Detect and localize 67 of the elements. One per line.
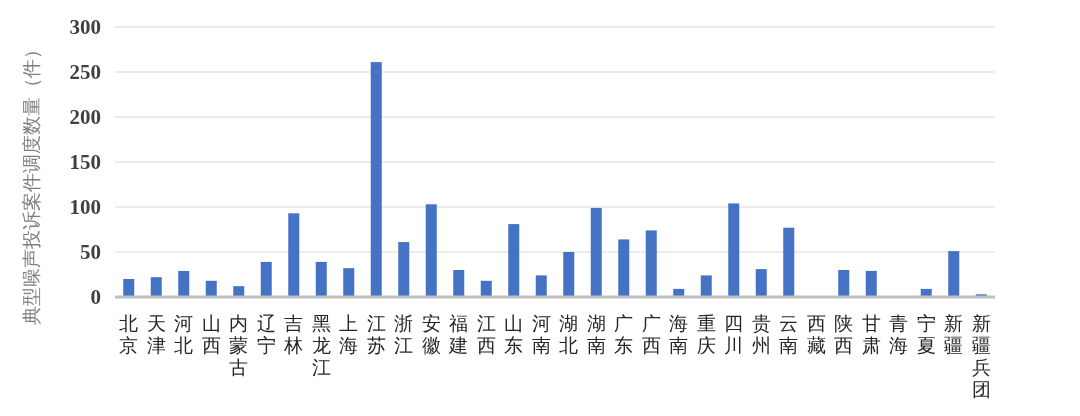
x-tick-label: 海南 [669, 313, 689, 356]
x-tick-label: 河北 [174, 313, 194, 356]
bar [563, 252, 575, 297]
x-tick-label: 新疆兵团 [971, 313, 991, 400]
x-tick-label: 江苏 [366, 313, 386, 356]
bar [755, 269, 767, 297]
x-tick-label: 湖北 [559, 313, 579, 356]
y-tick-label: 0 [90, 285, 101, 309]
y-tick-label: 300 [69, 15, 101, 39]
x-tick-label: 西藏 [806, 313, 826, 356]
x-tick-label: 辽宁 [256, 313, 276, 356]
x-tick-label: 四川 [724, 313, 744, 356]
bar [288, 213, 300, 297]
bar [618, 239, 630, 297]
x-tick-label: 云南 [779, 313, 799, 356]
x-tick-label: 重庆 [696, 313, 716, 356]
x-tick-label: 黑龙江 [311, 313, 331, 378]
bar [948, 251, 960, 297]
bar [343, 268, 355, 297]
bar [398, 242, 410, 297]
bar [453, 270, 465, 297]
x-tick-label: 广东 [614, 313, 634, 356]
x-tick-label: 广西 [641, 313, 661, 356]
bar [590, 207, 602, 297]
x-tick-label: 福建 [448, 313, 469, 356]
y-tick-label: 50 [80, 240, 101, 264]
bar [838, 270, 850, 297]
x-tick-label: 安徽 [421, 313, 441, 356]
x-tick-label: 上海 [339, 313, 359, 356]
x-tick-label: 新疆 [944, 313, 964, 356]
x-tick-label: 贵州 [751, 313, 771, 356]
bar [178, 270, 190, 297]
bar [700, 275, 712, 297]
bar [645, 230, 657, 297]
bar [425, 204, 437, 297]
x-tick-label: 内蒙古 [229, 313, 249, 378]
bar [123, 279, 135, 297]
bar [315, 261, 327, 297]
x-tick-label: 宁夏 [916, 313, 936, 356]
bar [370, 62, 382, 297]
y-tick-label: 100 [69, 195, 101, 219]
y-tick-label: 150 [69, 150, 101, 174]
x-tick-label: 陕西 [834, 313, 854, 356]
x-tick-label: 湖南 [586, 313, 606, 356]
bar [728, 203, 740, 297]
x-tick-label: 江西 [476, 313, 496, 356]
y-tick-label: 250 [69, 60, 101, 84]
bar [783, 227, 795, 297]
x-tick-label: 吉林 [283, 313, 304, 356]
bar [508, 224, 520, 297]
x-tick-label: 甘肃 [861, 313, 881, 356]
x-tick-label: 浙江 [394, 313, 414, 356]
x-tick-label: 山东 [504, 313, 524, 356]
bar [535, 275, 547, 297]
bar [205, 280, 217, 297]
x-tick-label: 青海 [889, 313, 909, 356]
x-tick-label: 河南 [531, 313, 551, 356]
y-axis-title: 典型噪声投诉案件调度数量（件） [21, 39, 42, 325]
x-tick-label: 北京 [119, 313, 139, 356]
bar [260, 261, 272, 297]
bar [150, 277, 162, 297]
bar [233, 286, 245, 297]
x-tick-label: 山西 [201, 313, 221, 356]
bar [865, 270, 877, 297]
bar [480, 280, 492, 297]
x-tick-label: 天津 [146, 313, 166, 356]
y-tick-label: 200 [69, 105, 101, 129]
